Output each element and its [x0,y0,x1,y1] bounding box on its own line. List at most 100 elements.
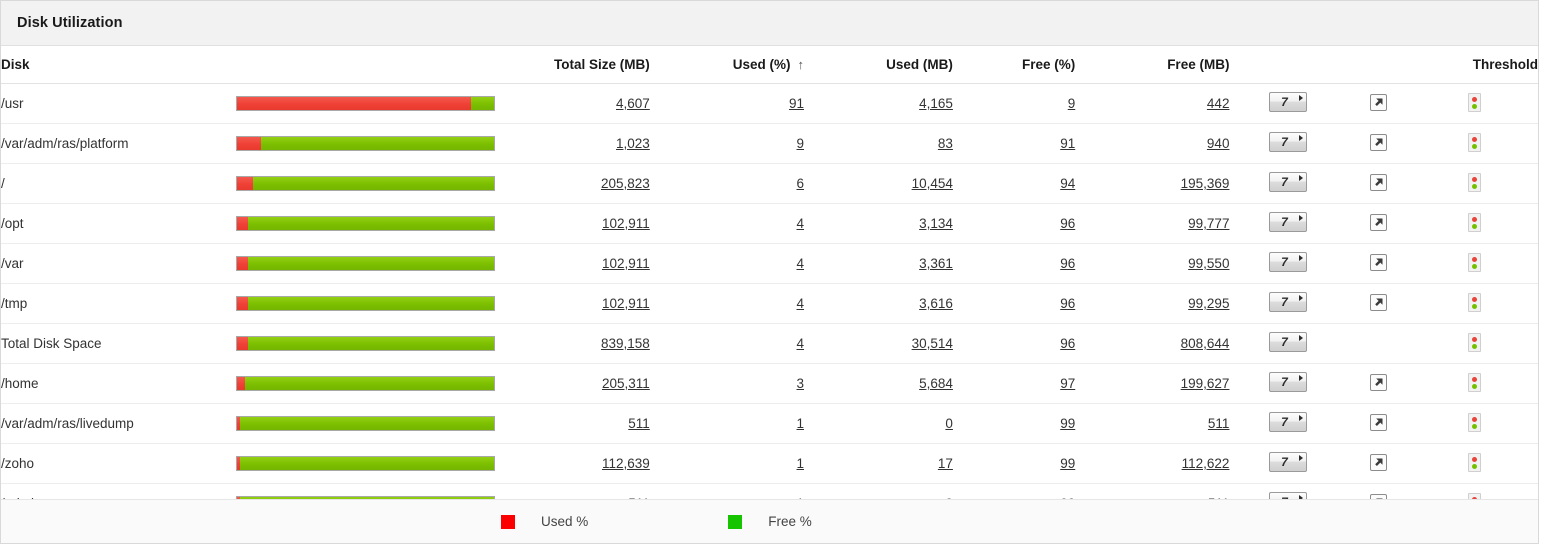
threshold-traffic-light-icon[interactable] [1467,212,1481,232]
column-header-used-percent[interactable]: Used (%) ↑ [649,46,805,84]
total-size-link[interactable]: 205,823 [600,176,650,191]
total-size-link[interactable]: 112,639 [601,456,650,471]
free-mb-link[interactable]: 99,550 [1188,256,1230,271]
threshold-traffic-light-icon[interactable] [1467,332,1481,352]
used-mb-link[interactable]: 10,454 [911,176,953,191]
caret-right-icon[interactable] [1298,455,1303,461]
column-header-free-percent[interactable]: Free (%) [952,46,1076,84]
seven-day-report-button[interactable]: 7 [1268,212,1307,232]
used-percent-link[interactable]: 91 [788,96,805,111]
free-mb-link[interactable]: 199,627 [1180,376,1230,391]
threshold-traffic-light-icon[interactable] [1467,172,1481,192]
used-percent-link[interactable]: 4 [796,296,805,311]
caret-right-icon[interactable] [1298,295,1303,301]
caret-right-icon[interactable] [1298,135,1303,141]
total-size-link[interactable]: 4,607 [616,96,650,111]
open-in-new-window-icon[interactable] [1369,213,1387,231]
free-mb-link[interactable]: 112,622 [1181,456,1230,471]
used-percent-link[interactable]: 4 [796,256,805,271]
caret-right-icon[interactable] [1298,335,1303,341]
total-size-link[interactable]: 839,158 [600,336,650,351]
used-mb-link[interactable]: 3,361 [919,256,953,271]
free-percent-link[interactable]: 99 [1060,416,1076,431]
threshold-traffic-light-icon[interactable] [1467,452,1481,472]
used-mb-link[interactable]: 0 [945,496,953,499]
total-size-link[interactable]: 511 [628,496,650,499]
open-in-new-window-icon[interactable] [1369,293,1387,311]
seven-day-report-button[interactable]: 7 [1268,332,1307,352]
free-percent-link[interactable]: 91 [1060,136,1076,151]
used-percent-link[interactable]: 4 [796,336,805,351]
free-mb-link[interactable]: 940 [1206,136,1230,151]
used-percent-link[interactable]: 1 [797,496,805,499]
free-mb-link[interactable]: 511 [1208,496,1230,499]
free-mb-link[interactable]: 99,777 [1188,216,1230,231]
threshold-traffic-light-icon[interactable] [1467,372,1481,392]
free-percent-link[interactable]: 99 [1060,456,1076,471]
open-in-new-window-icon[interactable] [1369,93,1387,111]
free-mb-link[interactable]: 195,369 [1180,176,1230,191]
total-size-link[interactable]: 102,911 [601,216,650,231]
total-size-link[interactable]: 205,311 [601,376,650,391]
sort-ascending-icon[interactable]: ↑ [797,57,805,72]
open-in-new-window-icon[interactable] [1369,493,1387,499]
threshold-traffic-light-icon[interactable] [1467,292,1481,312]
column-header-total-size[interactable]: Total Size (MB) [522,46,650,84]
free-percent-link[interactable]: 96 [1060,336,1076,351]
used-percent-link[interactable]: 1 [796,456,805,471]
open-in-new-window-icon[interactable] [1369,413,1387,431]
threshold-traffic-light-icon[interactable] [1467,492,1481,499]
caret-right-icon[interactable] [1298,95,1303,101]
open-in-new-window-icon[interactable] [1369,173,1387,191]
threshold-traffic-light-icon[interactable] [1467,412,1481,432]
used-mb-link[interactable]: 3,134 [919,216,953,231]
free-percent-link[interactable]: 96 [1060,256,1076,271]
used-percent-link[interactable]: 1 [796,416,805,431]
used-mb-link[interactable]: 3,616 [919,296,953,311]
threshold-traffic-light-icon[interactable] [1467,92,1481,112]
free-mb-link[interactable]: 99,295 [1188,296,1230,311]
threshold-traffic-light-icon[interactable] [1467,252,1481,272]
used-percent-link[interactable]: 3 [796,376,805,391]
seven-day-report-button[interactable]: 7 [1268,492,1307,499]
column-header-disk[interactable]: Disk [1,46,227,84]
used-mb-link[interactable]: 17 [937,456,953,471]
column-header-free-mb[interactable]: Free (MB) [1075,46,1230,84]
seven-day-report-button[interactable]: 7 [1268,412,1307,432]
open-in-new-window-icon[interactable] [1369,133,1387,151]
open-in-new-window-icon[interactable] [1369,453,1387,471]
seven-day-report-button[interactable]: 7 [1268,452,1307,472]
caret-right-icon[interactable] [1298,255,1303,261]
total-size-link[interactable]: 102,911 [601,256,650,271]
caret-right-icon[interactable] [1298,175,1303,181]
used-mb-link[interactable]: 30,514 [911,336,953,351]
caret-right-icon[interactable] [1298,415,1303,421]
free-percent-link[interactable]: 99 [1060,496,1075,499]
free-percent-link[interactable]: 9 [1067,96,1076,111]
seven-day-report-button[interactable]: 7 [1268,172,1307,192]
seven-day-report-button[interactable]: 7 [1268,292,1307,312]
seven-day-report-button[interactable]: 7 [1268,252,1307,272]
free-mb-link[interactable]: 808,644 [1180,336,1230,351]
free-percent-link[interactable]: 96 [1060,216,1076,231]
used-mb-link[interactable]: 5,684 [919,376,953,391]
total-size-link[interactable]: 511 [628,416,650,431]
used-mb-link[interactable]: 0 [945,416,953,431]
total-size-link[interactable]: 102,911 [601,296,650,311]
seven-day-report-button[interactable]: 7 [1268,372,1307,392]
seven-day-report-button[interactable]: 7 [1268,132,1307,152]
free-mb-link[interactable]: 511 [1207,416,1230,431]
caret-right-icon[interactable] [1298,495,1303,499]
free-mb-link[interactable]: 442 [1206,96,1230,111]
column-header-used-mb[interactable]: Used (MB) [804,46,953,84]
free-percent-link[interactable]: 96 [1060,296,1076,311]
used-percent-link[interactable]: 4 [796,216,805,231]
free-percent-link[interactable]: 97 [1060,376,1076,391]
open-in-new-window-icon[interactable] [1369,373,1387,391]
used-mb-link[interactable]: 4,165 [919,96,953,111]
total-size-link[interactable]: 1,023 [616,136,650,151]
used-mb-link[interactable]: 83 [937,136,953,151]
threshold-traffic-light-icon[interactable] [1467,132,1481,152]
caret-right-icon[interactable] [1298,375,1303,381]
free-percent-link[interactable]: 94 [1060,176,1076,191]
